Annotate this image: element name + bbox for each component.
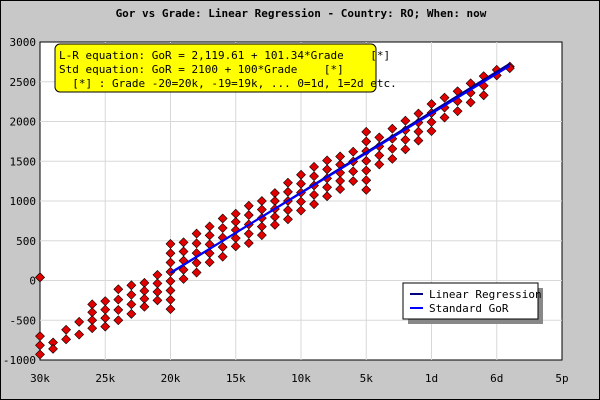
- data-point: [348, 166, 359, 177]
- data-point: [439, 112, 450, 123]
- data-point: [74, 329, 85, 340]
- data-point: [48, 343, 58, 354]
- data-point: [217, 213, 228, 224]
- data-point: [100, 321, 111, 332]
- data-point: [361, 126, 372, 137]
- std-equation: Std equation: GoR = 2100 + 100*Grade [*]: [59, 63, 344, 76]
- standard-gor-line: [169, 64, 511, 274]
- y-tick-label: 2000: [10, 116, 37, 129]
- data-point: [322, 191, 333, 202]
- y-tick-label: 0: [29, 275, 36, 288]
- data-point: [283, 214, 293, 225]
- data-point: [256, 230, 267, 241]
- data-point: [413, 135, 424, 146]
- data-point: [400, 115, 411, 126]
- data-point: [113, 284, 124, 295]
- y-tick-label: 500: [16, 235, 36, 248]
- data-point: [113, 304, 124, 315]
- data-point: [400, 144, 411, 155]
- data-point: [126, 299, 137, 310]
- data-point: [126, 280, 137, 291]
- regression-lines: [169, 62, 511, 274]
- data-point: [61, 334, 72, 345]
- data-point: [217, 251, 228, 262]
- legend-label-linear-regression: Linear Regression: [429, 288, 542, 301]
- legend-label-standard-gor: Standard GoR: [429, 302, 509, 315]
- data-point: [191, 228, 202, 239]
- y-tick-label: 3000: [10, 36, 37, 49]
- data-point: [165, 304, 176, 315]
- data-point: [87, 323, 98, 334]
- data-point: [387, 123, 398, 134]
- x-tick-label: 20k: [161, 372, 181, 385]
- data-point: [191, 257, 202, 268]
- data-point: [387, 143, 398, 154]
- y-tick-label: -500: [10, 314, 37, 327]
- x-axis: 30k 25k 20k 15k 10k 5k 1d 6d 5p: [30, 372, 569, 385]
- data-point: [426, 126, 437, 136]
- data-point: [269, 219, 280, 230]
- data-point: [348, 176, 359, 187]
- data-point: [113, 315, 124, 326]
- y-tick-label: 1500: [10, 155, 37, 168]
- data-point: [465, 97, 476, 108]
- data-point: [217, 242, 228, 253]
- data-point: [243, 238, 254, 249]
- x-tick-label: 25k: [95, 372, 115, 385]
- data-point: [74, 316, 85, 327]
- x-tick-label: 10k: [291, 372, 311, 385]
- data-point: [361, 165, 372, 176]
- data-point: [374, 159, 385, 170]
- data-point: [191, 238, 202, 249]
- legend-box: [402, 282, 539, 320]
- data-point: [296, 205, 306, 216]
- data-point: [348, 146, 359, 157]
- y-tick-label: 1000: [10, 195, 37, 208]
- data-point: [387, 153, 398, 164]
- data-point: [400, 134, 411, 145]
- x-tick-label: 1d: [425, 372, 438, 385]
- equation-box-background: [54, 43, 377, 93]
- y-tick-label: 2500: [10, 76, 37, 89]
- x-tick-label: 5p: [555, 372, 568, 385]
- data-point: [191, 267, 202, 278]
- data-point: [230, 241, 241, 252]
- data-point: [478, 90, 489, 101]
- x-tick-label: 5k: [360, 372, 374, 385]
- grade-note: [*] : Grade -20=20k, -19=19k, ... 0=1d, …: [59, 77, 397, 90]
- data-point: [113, 294, 124, 305]
- x-tick-label: 15k: [226, 372, 246, 385]
- x-tick-label: 6d: [490, 372, 503, 385]
- data-point: [309, 199, 319, 210]
- lr-equation: L-R equation: GoR = 2,119.61 + 101.34*Gr…: [59, 49, 390, 62]
- data-point: [439, 92, 450, 103]
- data-point: [204, 257, 215, 268]
- data-point: [335, 184, 346, 194]
- y-axis: -1000 -500 0 500 1000 1500 2000 2500 3000: [3, 36, 36, 367]
- data-point: [126, 308, 137, 319]
- data-point: [361, 136, 372, 147]
- equation-box: L-R equation: GoR = 2,119.61 + 101.34*Gr…: [54, 43, 397, 93]
- chart-title: Gor vs Grade: Linear Regression - Countr…: [116, 7, 487, 20]
- data-point: [452, 106, 463, 117]
- data-point: [126, 289, 137, 300]
- data-point: [361, 155, 372, 166]
- data-point: [361, 175, 372, 186]
- data-point: [35, 349, 45, 360]
- legend: Linear Regression Standard GoR: [402, 282, 543, 324]
- data-point: [35, 272, 45, 283]
- data-point: [152, 295, 163, 306]
- data-point: [139, 301, 150, 312]
- y-tick-label: -1000: [3, 354, 36, 367]
- x-tick-label: 30k: [30, 372, 50, 385]
- data-point: [361, 184, 372, 195]
- data-point: [61, 324, 72, 335]
- data-point: [178, 273, 189, 284]
- data-point: [217, 223, 228, 233]
